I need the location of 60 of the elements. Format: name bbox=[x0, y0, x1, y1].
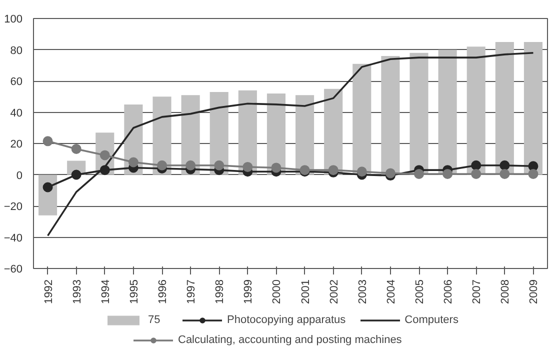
x-tick-label: 1999 bbox=[242, 279, 255, 304]
legend-label: Computers bbox=[404, 314, 458, 326]
bar bbox=[324, 88, 343, 175]
y-tick-label: 20 bbox=[10, 138, 23, 150]
x-tick-label: 2005 bbox=[414, 279, 426, 304]
bar bbox=[495, 42, 514, 175]
point bbox=[356, 166, 367, 177]
point bbox=[385, 168, 396, 178]
point bbox=[42, 182, 53, 192]
point bbox=[100, 150, 110, 160]
y-tick-label: 80 bbox=[10, 44, 23, 57]
point bbox=[157, 160, 167, 170]
point bbox=[128, 157, 138, 168]
bar bbox=[410, 52, 428, 175]
bar bbox=[466, 46, 486, 175]
x-tick-label: 2008 bbox=[500, 279, 512, 304]
bar bbox=[381, 56, 400, 175]
x-tick-label: 2002 bbox=[328, 279, 340, 304]
point bbox=[186, 160, 196, 170]
x-tick-label: 2009 bbox=[528, 279, 540, 304]
point bbox=[442, 168, 453, 179]
x-tick-label: 1994 bbox=[100, 279, 112, 304]
point bbox=[242, 162, 253, 172]
point bbox=[500, 168, 510, 179]
point bbox=[71, 170, 82, 180]
bar bbox=[524, 42, 543, 175]
x-tick-label: 2003 bbox=[356, 279, 369, 304]
legend-label: 75 bbox=[148, 314, 162, 326]
point bbox=[414, 168, 424, 179]
x-tick-label: 2006 bbox=[442, 279, 455, 304]
y-tick-label: 60 bbox=[10, 76, 23, 88]
x-tick-label: 2001 bbox=[300, 279, 312, 304]
point bbox=[471, 168, 482, 179]
point bbox=[271, 162, 282, 173]
y-tick-label: −40 bbox=[4, 232, 23, 244]
y-tick-label: −20 bbox=[4, 201, 23, 213]
x-tick-label: 1995 bbox=[128, 279, 140, 304]
x-tick-label: 1993 bbox=[71, 279, 84, 304]
y-tick-label: 100 bbox=[4, 14, 23, 26]
x-tick-label: 2007 bbox=[471, 279, 484, 304]
legend-label: Photocopying apparatus bbox=[227, 314, 346, 326]
legend-label: Calculating, accounting and posting machines bbox=[178, 334, 402, 346]
x-tick-label: 2004 bbox=[385, 279, 398, 304]
bar bbox=[352, 64, 372, 175]
line-series bbox=[46, 52, 534, 237]
y-tick-label: 40 bbox=[10, 107, 23, 120]
x-tick-label: 1992 bbox=[42, 279, 55, 304]
x-tick-label: 1997 bbox=[186, 279, 198, 304]
point bbox=[71, 144, 82, 154]
x-tick-label: 1996 bbox=[157, 279, 169, 304]
point bbox=[42, 136, 53, 146]
x-tick-label: 2000 bbox=[271, 279, 284, 304]
y-tick-label: −60 bbox=[4, 264, 23, 276]
y-tick-label: 0 bbox=[16, 170, 23, 182]
point bbox=[471, 160, 482, 170]
x-tick-label: 1998 bbox=[214, 279, 226, 304]
point bbox=[528, 168, 538, 179]
point bbox=[214, 160, 224, 170]
bar bbox=[438, 50, 457, 175]
point bbox=[500, 160, 510, 170]
